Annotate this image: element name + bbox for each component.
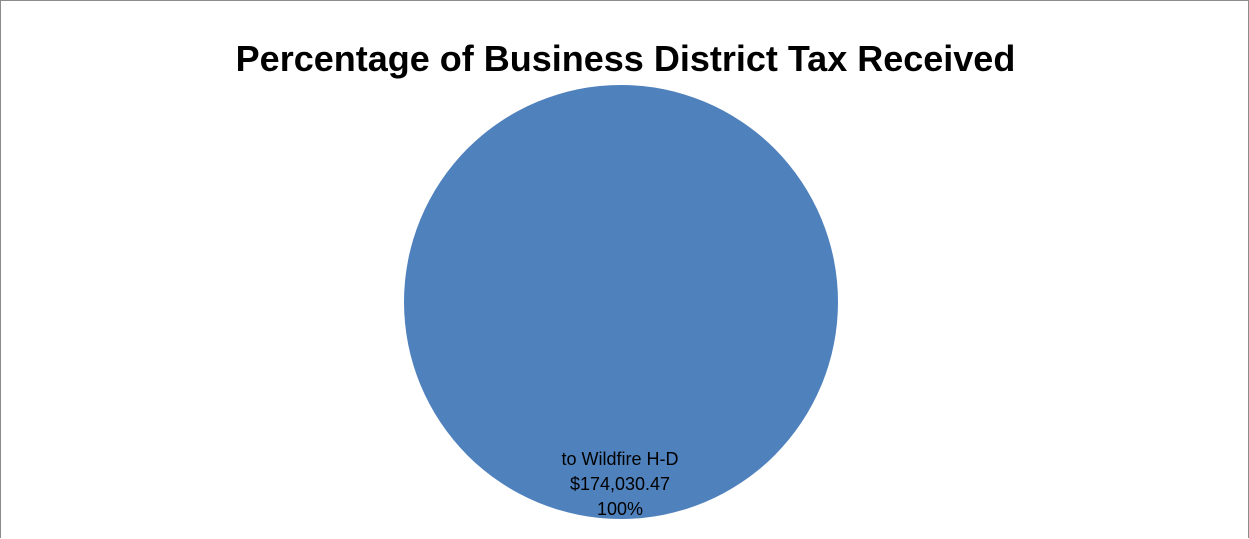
pie-slices bbox=[404, 85, 838, 519]
slice-label-percent: 100% bbox=[597, 499, 643, 519]
pie-labels: to Wildfire H-D $174,030.47 100% bbox=[561, 449, 678, 519]
chart-title: Percentage of Business District Tax Rece… bbox=[235, 38, 1016, 79]
slice-label-category: to Wildfire H-D bbox=[561, 449, 678, 469]
slice-label-value: $174,030.47 bbox=[570, 474, 670, 494]
pie-slice-to-wildfire-h-d bbox=[404, 85, 838, 519]
